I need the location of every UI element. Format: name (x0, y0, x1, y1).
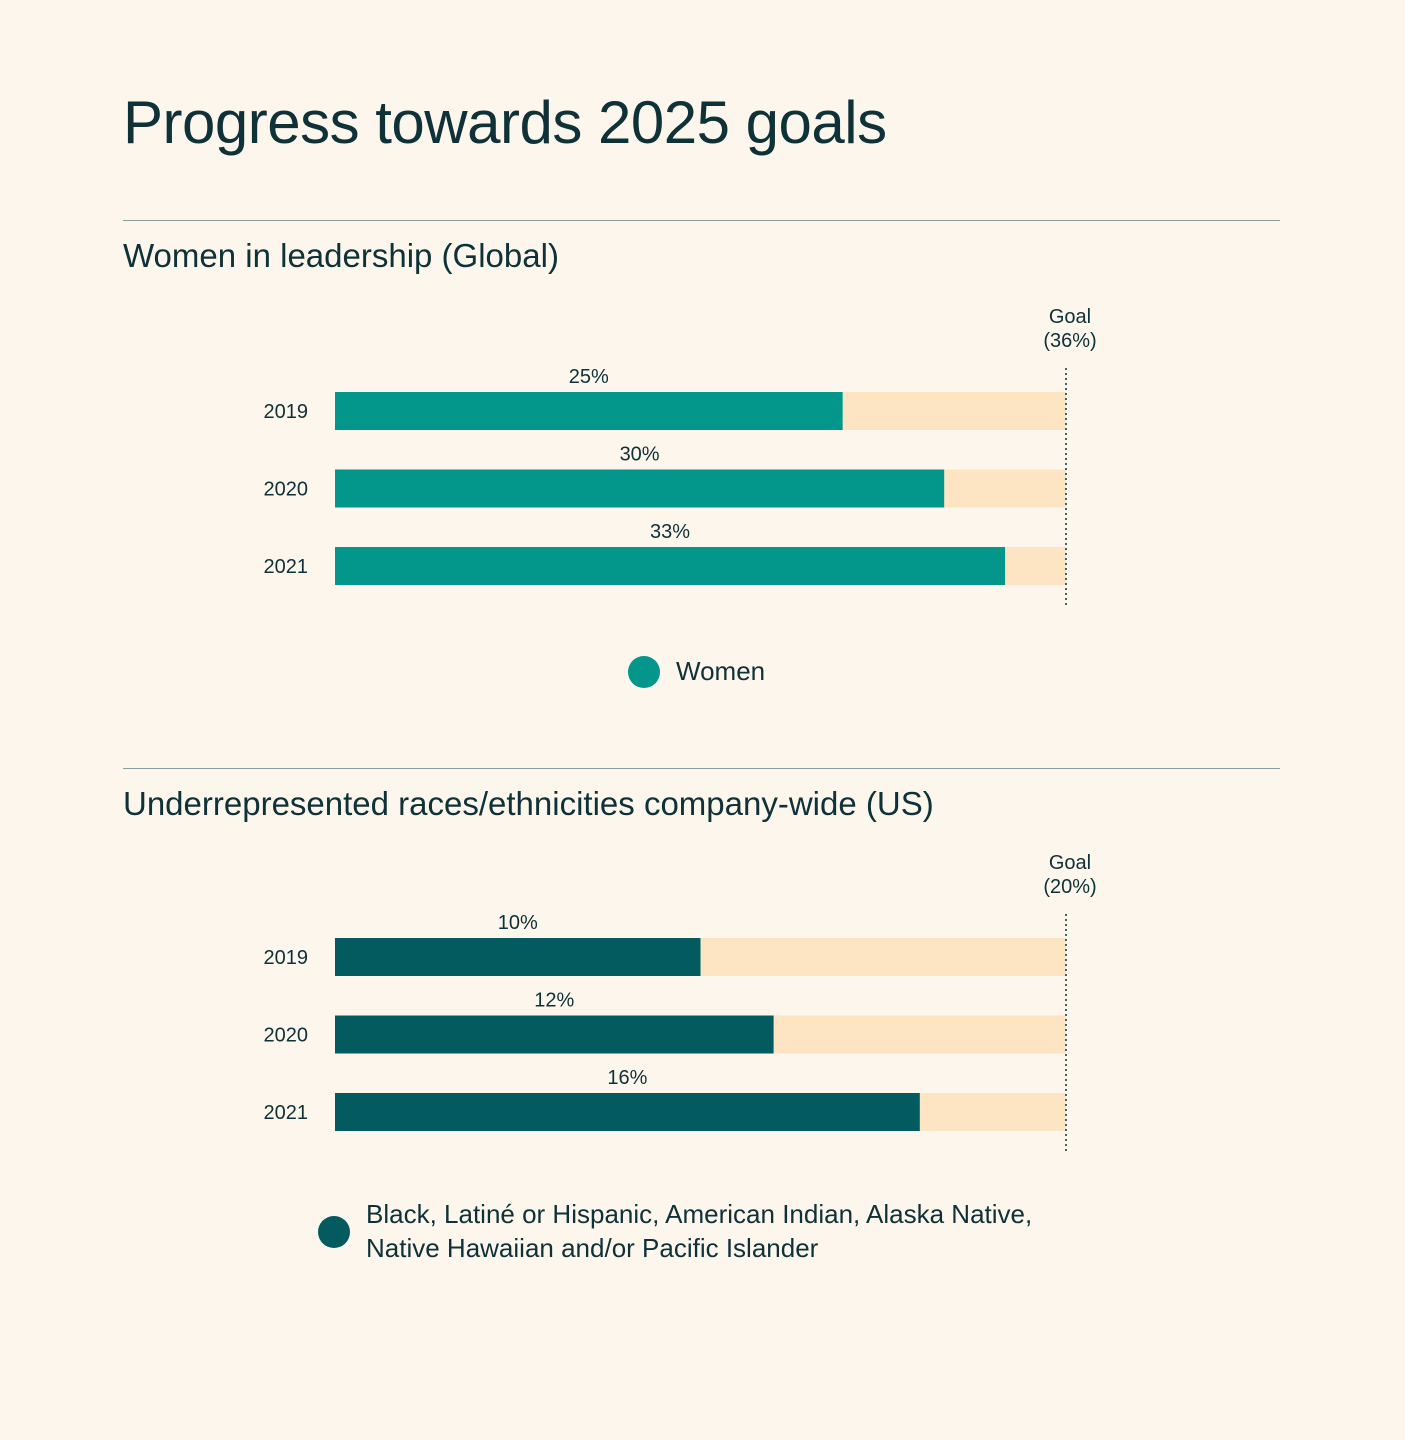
data-label-2020: 12% (534, 990, 574, 1012)
legend-urm: Black, Latiné or Hispanic, American Indi… (318, 1198, 1106, 1266)
legend-swatch-women (628, 655, 660, 688)
bar-2021 (335, 1093, 920, 1131)
data-label-2019: 10% (498, 912, 538, 934)
bar-2021 (335, 547, 1006, 585)
goal-value-label: (20%) (1043, 876, 1096, 898)
bar-2019 (335, 392, 843, 430)
bar-2020 (335, 1015, 774, 1054)
chart-title-urm: Underrepresented races/ethnicities compa… (123, 785, 934, 822)
data-label-2020: 30% (620, 444, 660, 466)
category-label-2021: 2021 (264, 1102, 309, 1124)
category-label-2019: 2019 (264, 401, 309, 423)
legend-women: Women (628, 655, 765, 689)
category-label-2020: 2020 (264, 479, 309, 501)
data-label-2021: 16% (607, 1067, 647, 1089)
legend-label-urm: Black, Latiné or Hispanic, American Indi… (366, 1199, 1033, 1263)
data-label-2019: 25% (569, 366, 609, 388)
goal-label: Goal (1049, 852, 1091, 874)
urm-chart: Goal(20%) 2019 10% 2020 12% 2021 16% (264, 852, 1097, 1153)
women-leadership-chart: Goal(36%) 2019 25% 2020 30% 2021 33% (264, 306, 1097, 607)
category-label-2021: 2021 (264, 556, 309, 578)
legend-label-women: Women (676, 656, 766, 686)
category-label-2019: 2019 (264, 947, 309, 969)
category-label-2020: 2020 (264, 1025, 309, 1047)
page-title: Progress towards 2025 goals (123, 89, 887, 156)
section-divider (123, 220, 1280, 221)
section-divider (123, 768, 1280, 769)
goal-label: Goal (1049, 306, 1091, 328)
goal-value-label: (36%) (1043, 330, 1096, 352)
data-label-2021: 33% (650, 521, 690, 543)
bar-2020 (335, 469, 945, 508)
chart-title-women: Women in leadership (Global) (123, 237, 559, 274)
legend-swatch-urm (318, 1215, 350, 1248)
bar-2019 (335, 938, 701, 976)
